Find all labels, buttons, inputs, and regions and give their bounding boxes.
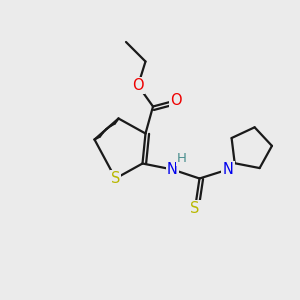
Text: S: S xyxy=(111,171,120,186)
Text: N: N xyxy=(167,162,178,177)
Text: O: O xyxy=(132,78,144,93)
Text: H: H xyxy=(177,152,186,165)
Text: S: S xyxy=(190,201,200,216)
Text: O: O xyxy=(170,93,181,108)
Text: N: N xyxy=(223,162,233,177)
